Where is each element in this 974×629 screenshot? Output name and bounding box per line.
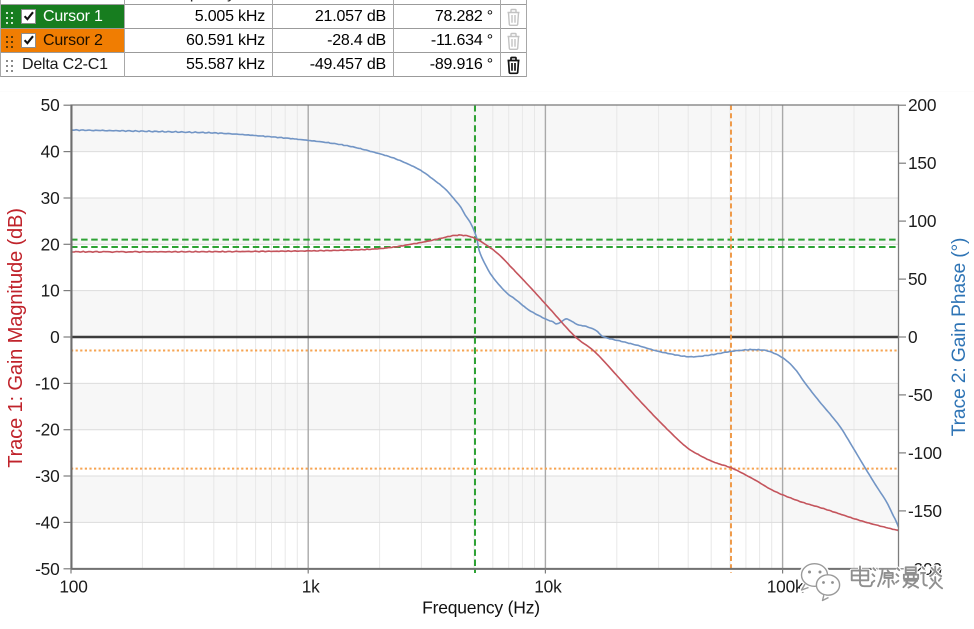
svg-text:200: 200 — [908, 95, 936, 115]
svg-text:-40: -40 — [35, 512, 59, 532]
svg-text:0: 0 — [50, 327, 59, 347]
svg-text:10k: 10k — [534, 577, 562, 597]
svg-text:Trace 2: Gain Phase (°): Trace 2: Gain Phase (°) — [948, 238, 970, 437]
svg-text:-50: -50 — [35, 559, 59, 579]
svg-text:100: 100 — [59, 577, 87, 597]
svg-text:50: 50 — [908, 269, 927, 289]
svg-text:-100: -100 — [908, 443, 942, 463]
svg-text:-20: -20 — [35, 420, 59, 440]
svg-text:150: 150 — [908, 153, 936, 173]
svg-text:-10: -10 — [35, 373, 59, 393]
svg-text:Frequency (Hz): Frequency (Hz) — [422, 598, 540, 618]
svg-text:-50: -50 — [908, 385, 932, 405]
svg-text:-150: -150 — [908, 501, 942, 521]
svg-text:30: 30 — [41, 188, 60, 208]
svg-text:50: 50 — [41, 95, 60, 115]
svg-text:100k: 100k — [767, 577, 804, 597]
svg-text:Trace 1: Gain Magnitude (dB): Trace 1: Gain Magnitude (dB) — [5, 208, 27, 468]
svg-text:40: 40 — [41, 142, 60, 162]
svg-text:0: 0 — [908, 327, 917, 347]
svg-text:1k: 1k — [302, 577, 320, 597]
svg-text:20: 20 — [41, 234, 60, 254]
svg-text:-30: -30 — [35, 466, 59, 486]
svg-text:100: 100 — [908, 211, 936, 231]
svg-text:10: 10 — [41, 281, 60, 301]
